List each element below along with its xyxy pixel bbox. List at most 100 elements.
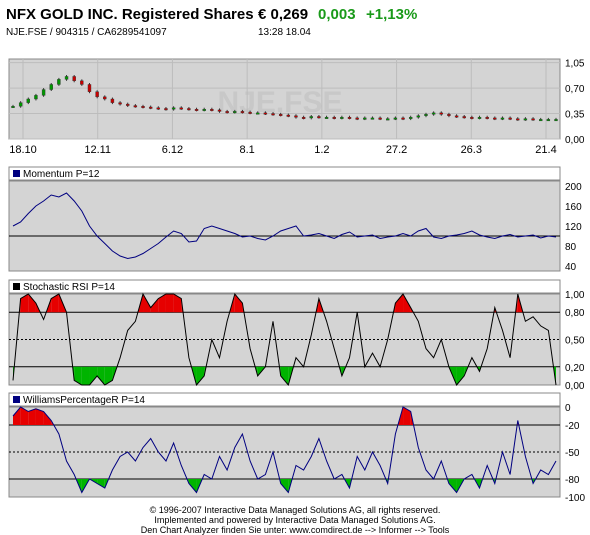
price-candle [401,117,405,120]
stochastic-rsi-y-tick-label: 1,00 [565,290,585,301]
price-candle [309,116,313,119]
price-candle [439,112,443,115]
price-candle [18,102,23,107]
williams-r-overbought-fill [43,411,52,425]
williams-r-series-line [12,406,557,494]
momentum-label-box [8,166,561,181]
stochastic-rsi-y-tick-label: 0,80 [565,308,585,319]
momentum-y-tick-label: 200 [565,182,582,193]
price-candle [554,119,558,122]
price-candle [386,118,390,121]
price-candle [103,96,107,100]
price-candle [363,117,367,120]
stochastic-rsi-overbought-fill [143,294,151,313]
price-candle [500,117,505,120]
price-candle [324,116,329,119]
stochastic-rsi-overbought-fill [20,294,29,313]
price-candle [347,116,352,119]
price-candle [516,118,520,121]
stochastic-rsi-overbought-fill [403,294,411,313]
stochastic-rsi-oversold-fill [89,366,98,385]
stochastic-rsi-overbought-fill [158,294,166,313]
stochastic-rsi-legend-swatch [13,283,20,290]
momentum-y-tick-label: 40 [565,262,577,273]
stochastic-rsi-overbought-fill [51,294,59,313]
price-candle [240,111,245,114]
price-candle [80,80,84,85]
price-candle [148,106,153,109]
price-value: € 0,269 [258,6,309,23]
stochastic-rsi-y-tick-label: 0,00 [565,381,585,392]
price-candle [378,117,382,120]
price-candle [156,107,161,110]
williams-r-y-tick-label: -80 [565,475,580,486]
williams-r-y-tick-label: 0 [565,403,571,414]
stochastic-rsi-oversold-fill [104,366,113,385]
price-candle [179,107,183,110]
price-candle [424,114,428,116]
x-tick-label: 26.3 [461,144,482,156]
price-candle [248,111,252,114]
price-candle [41,89,46,96]
williams-r-oversold-fill [448,479,457,493]
price-candle [370,117,375,120]
stochastic-rsi-oversold-fill [456,366,465,385]
price-candle [256,112,260,115]
price-candle [217,109,222,112]
momentum-legend-swatch [13,170,20,177]
price-candle [340,116,344,119]
momentum-y-tick-label: 80 [565,242,577,253]
stochastic-rsi-overbought-fill [28,294,36,313]
price-y-tick-label: 0,00 [565,135,585,146]
stochastic-rsi-oversold-fill [81,366,90,385]
x-tick-label: 8.1 [239,144,254,156]
price-candle [317,116,321,119]
price-candle [294,115,298,118]
williams-r-overbought-fill [13,407,21,425]
williams-r-y-tick-label: -100 [565,493,585,504]
x-tick-label: 1.2 [314,144,329,156]
stochastic-rsi-oversold-fill [196,366,205,385]
price-candle [202,108,206,111]
price-candle [72,76,76,82]
price-candle [278,114,283,116]
stochastic-rsi-overbought-fill [173,294,182,313]
price-candle [171,107,176,110]
stochastic-rsi-oversold-fill [97,366,105,385]
price-candle [477,116,482,119]
williams-r-y-tick-label: -50 [565,448,580,459]
stochastic-rsi-y-tick-label: 0,20 [565,363,585,374]
stochastic-rsi-y-tick-label: 0,50 [565,336,585,347]
panel-background-1 [8,180,561,272]
stochastic-rsi-oversold-fill [280,366,289,385]
price-candle [263,112,268,115]
price-candle [187,108,191,111]
footer-powered-by: Implemented and powered by Interactive D… [154,515,436,525]
price-candle [118,102,122,105]
price-y-tick-label: 0,70 [565,84,585,95]
price-candle [95,91,99,98]
stochastic-rsi-overbought-fill [234,294,243,313]
footer-analyzer-link: Den Chart Analyzer finden Sie unter: www… [140,525,450,535]
price-candle [539,119,543,122]
price-candle [531,118,535,121]
x-tick-label: 6.12 [162,144,183,156]
price-candle [447,114,451,116]
x-tick-label: 12.11 [84,144,111,156]
williams-r-label-box [8,392,561,407]
price-change-percent: +1,13% [366,6,418,23]
footer-copyright: © 1996-2007 Interactive Data Managed Sol… [149,505,441,515]
price-candle [87,84,92,92]
price-y-tick-label: 1,05 [565,59,585,70]
stochastic-rsi-oversold-fill [74,366,82,385]
williams-r-overbought-fill [20,407,29,425]
williams-r-overbought-fill [403,407,411,425]
williams-r-overbought-fill [28,408,36,425]
price-candle [508,117,512,120]
x-tick-label: 21.4 [535,144,556,156]
price-candle [194,108,199,111]
price-candle [301,116,306,119]
williams-r-oversold-fill [97,479,105,488]
x-tick-label: 18.10 [9,144,37,156]
